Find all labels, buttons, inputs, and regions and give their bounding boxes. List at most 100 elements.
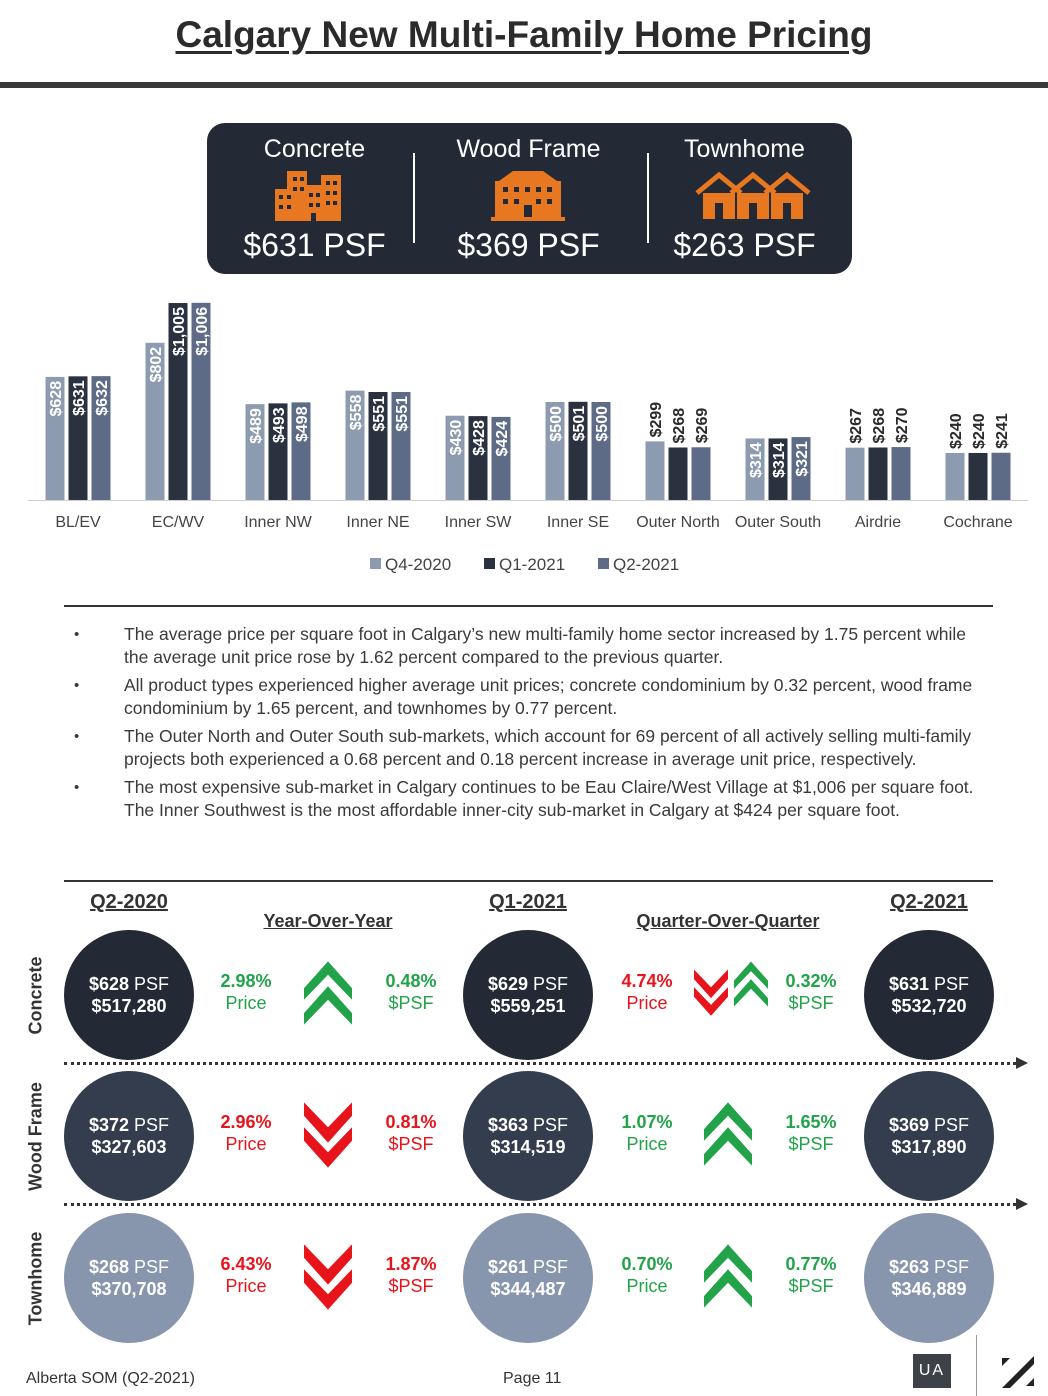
psf-value: $369 PSF	[888, 1115, 970, 1135]
summary-divider	[647, 153, 649, 243]
qoq-price-change-label: Price	[626, 1276, 668, 1296]
bar-Q1-2021	[668, 447, 688, 500]
bullet-item: The average price per square foot in Cal…	[64, 623, 993, 669]
bar-Q4-2020	[345, 390, 365, 500]
legend-label: Q4-2020	[385, 555, 451, 574]
double-chevron-down-icon	[304, 1244, 352, 1310]
yoy-price-change: 6.43% Price	[201, 1253, 291, 1297]
summary-wood-frame: Wood Frame $369 PSF	[421, 123, 636, 274]
bar-Q1-2021	[968, 452, 988, 500]
footer-page-number: Page 11	[503, 1370, 562, 1387]
category-label: Inner SE	[547, 514, 609, 531]
category-label: Inner SW	[445, 514, 513, 531]
yoy-psf-change: 0.81% $PSF	[366, 1111, 456, 1155]
qoq-psf-change-label: $PSF	[788, 993, 834, 1013]
bar-Q4-2020	[745, 438, 765, 500]
qoq-price-change-value: 1.07%	[621, 1112, 673, 1132]
header-q2-2020: Q2-2020	[90, 891, 168, 913]
data-label: $314	[748, 442, 765, 478]
arrow-right-icon	[1016, 1198, 1028, 1210]
qoq-psf-change-value: 0.32%	[785, 971, 837, 991]
unit-price: $532,720	[891, 996, 967, 1016]
qoq-psf-change: 0.32% $PSF	[766, 970, 856, 1014]
double-chevron-up-icon	[304, 961, 352, 1025]
unit-price: $517,280	[91, 996, 167, 1016]
double-chevron-down-icon	[694, 969, 728, 1016]
bullet-item: The Outer North and Outer South sub-mark…	[64, 725, 993, 771]
yoy-price-change: 2.96% Price	[201, 1111, 291, 1155]
data-label: $299	[648, 402, 665, 438]
summary-concrete-value: $631 PSF	[243, 227, 386, 263]
data-label: $551	[371, 396, 388, 432]
bar-Q2-2021	[991, 452, 1011, 500]
row-separator	[64, 1062, 1016, 1065]
data-label: $493	[271, 407, 288, 443]
data-label: $241	[994, 413, 1011, 449]
yoy-psf-change-label: $PSF	[388, 1134, 434, 1154]
bar-Q2-2021	[491, 416, 511, 500]
summary-townhome-label: Townhome	[684, 135, 805, 163]
data-label: $501	[571, 406, 588, 442]
data-label: $498	[294, 406, 311, 442]
data-label: $424	[494, 421, 511, 457]
data-label: $500	[594, 406, 611, 442]
data-label: $628	[48, 381, 65, 417]
bar-Q2-2021	[191, 302, 211, 500]
bar-Q4-2020	[45, 376, 65, 500]
yoy-psf-change-value: 1.87%	[385, 1254, 437, 1274]
bar-Q2-2021	[891, 447, 911, 500]
yoy-psf-change-value: 0.48%	[385, 971, 437, 991]
bar-Q1-2021	[568, 401, 588, 500]
yoy-psf-change: 1.87% $PSF	[366, 1253, 456, 1297]
price-circle: $369 PSF $317,890	[864, 1071, 994, 1201]
bar-Q4-2020	[545, 402, 565, 500]
qoq-price-change: 4.74% Price	[602, 970, 692, 1014]
footer-source: Alberta SOM (Q2-2021)	[26, 1370, 195, 1387]
summary-townhome-value: $263 PSF	[673, 227, 816, 263]
legend-label: Q1-2021	[499, 555, 565, 574]
row-label-wood-frame: Wood Frame	[25, 1082, 46, 1191]
qoq-price-change-value: 4.74%	[621, 971, 673, 991]
psf-value: $363 PSF	[487, 1115, 569, 1135]
yoy-price-change-value: 6.43%	[220, 1254, 272, 1274]
data-label: $270	[894, 407, 911, 443]
brand-logo-icon	[1002, 1356, 1034, 1388]
row-separator	[64, 1203, 1016, 1206]
comparison-grid: Q2-2020 Year-Over-Year Q1-2021 Quarter-O…	[0, 885, 1048, 1345]
price-circle: $372 PSF $327,603	[64, 1071, 194, 1201]
bar-Q4-2020	[445, 415, 465, 500]
data-label: $551	[394, 396, 411, 432]
header-year-over-year: Year-Over-Year	[263, 911, 393, 931]
data-label: $631	[71, 380, 88, 416]
double-chevron-up-icon	[734, 961, 768, 1007]
yoy-psf-change-label: $PSF	[388, 1276, 434, 1296]
price-circle: $261 PSF $344,487	[463, 1213, 593, 1343]
bar-Q1-2021	[768, 438, 788, 500]
category-label: Cochrane	[943, 514, 1012, 531]
data-label: $489	[248, 408, 265, 444]
bullet-list: The average price per square foot in Cal…	[64, 605, 993, 882]
summary-concrete: Concrete	[207, 123, 422, 274]
summary-wood-frame-value: $369 PSF	[457, 227, 600, 263]
bar-Q4-2020	[145, 342, 165, 500]
data-label: $314	[771, 442, 788, 478]
summary-divider	[413, 153, 415, 243]
legend-swatch	[598, 558, 609, 569]
bar-Q2-2021	[291, 402, 311, 500]
category-label: Outer North	[636, 514, 720, 531]
data-label: $240	[948, 413, 965, 449]
data-label: $558	[348, 395, 365, 431]
data-label: $802	[148, 347, 165, 383]
price-circle: $268 PSF $370,708	[64, 1213, 194, 1343]
data-label: $269	[694, 408, 711, 444]
data-label: $267	[848, 408, 865, 444]
data-label: $632	[94, 380, 111, 416]
data-label: $428	[471, 420, 488, 456]
data-label: $1,005	[171, 307, 188, 356]
header-quarter-over-quarter: Quarter-Over-Quarter	[636, 911, 820, 931]
bar-Q1-2021	[168, 303, 188, 500]
high-rise-buildings-icon	[207, 167, 422, 223]
qoq-price-change-value: 0.70%	[621, 1254, 673, 1274]
summary-panel: Concrete	[207, 123, 852, 274]
price-circle: $628 PSF $517,280	[64, 930, 194, 1060]
